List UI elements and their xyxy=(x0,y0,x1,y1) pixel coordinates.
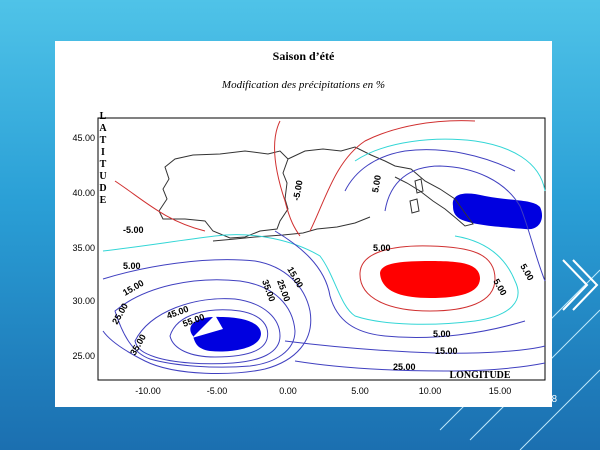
coastline-france-italy xyxy=(287,146,474,227)
chevron-right-icon xyxy=(562,259,599,311)
lon-tick-15: 15.00 xyxy=(489,386,512,396)
lon-tick-0: 0.00 xyxy=(279,386,297,396)
lat-tick-25: 25.00 xyxy=(72,351,95,361)
contour-5-blue-center xyxy=(274,230,526,338)
contour-5-cyan-main xyxy=(102,234,519,325)
lon-tick-minus10: -10.00 xyxy=(135,386,161,396)
min-region-blob xyxy=(380,261,480,298)
plot-frame xyxy=(97,117,546,381)
contour-label: 5.00 xyxy=(433,329,451,339)
precipitation-map: 45.00 40.00 35.00 30.00 25.00 -10.00 -5.… xyxy=(72,111,546,396)
lat-tick-labels: 45.00 40.00 35.00 30.00 25.00 xyxy=(72,133,95,361)
contour-negative-north xyxy=(309,120,476,232)
longitude-label: LONGITUDE xyxy=(449,370,510,381)
lat-tick-45: 45.00 xyxy=(72,133,95,143)
contour-negative-ring xyxy=(359,245,496,312)
lon-tick-10: 10.00 xyxy=(419,386,442,396)
lon-tick-5: 5.00 xyxy=(351,386,369,396)
contour-label: 25.00 xyxy=(393,362,416,372)
contour-45 xyxy=(169,309,269,358)
contour-label: 35.00 xyxy=(260,278,277,303)
coastline-north-africa xyxy=(212,216,371,242)
lon-tick-minus5: -5.00 xyxy=(207,386,228,396)
contour-label: 5.00 xyxy=(370,174,383,193)
contour-5-blue-east xyxy=(384,165,546,282)
contour-label: 15.00 xyxy=(435,346,458,356)
map-subtitle: Modification des précipitations en % xyxy=(221,79,386,91)
contour-5-blue-north xyxy=(344,149,516,192)
map-panel: Saison d’été Modification des précipitat… xyxy=(55,41,552,407)
coastline-islands xyxy=(409,178,424,214)
lat-tick-35: 35.00 xyxy=(72,243,95,253)
contour-negative-west xyxy=(114,180,206,232)
map-title: Saison d’été xyxy=(272,49,335,63)
contour-25 xyxy=(114,279,296,368)
contour-15-east xyxy=(284,340,546,354)
contour-5-cyan-north xyxy=(354,138,546,192)
contour-label: -5.00 xyxy=(291,179,304,201)
max-region-blob-east xyxy=(452,193,543,230)
contour-negative-top xyxy=(274,120,301,237)
contour-15 xyxy=(102,259,312,375)
contour-label: 5.00 xyxy=(123,261,141,271)
contour-label: 5.00 xyxy=(518,262,535,282)
contour-35 xyxy=(134,298,281,365)
contour-label: 5.00 xyxy=(373,243,391,253)
contour-label: -5.00 xyxy=(123,225,144,235)
coastline-iberia xyxy=(158,150,289,239)
lat-tick-40: 40.00 xyxy=(72,188,95,198)
contour-label: 25.00 xyxy=(110,301,130,326)
lon-tick-labels: -10.00 -5.00 0.00 5.00 10.00 15.00 xyxy=(135,386,511,396)
page-number: 48 xyxy=(546,394,558,405)
max-region-white-wedge xyxy=(192,315,223,338)
lat-tick-30: 30.00 xyxy=(72,296,95,306)
contour-25-east xyxy=(294,360,546,372)
